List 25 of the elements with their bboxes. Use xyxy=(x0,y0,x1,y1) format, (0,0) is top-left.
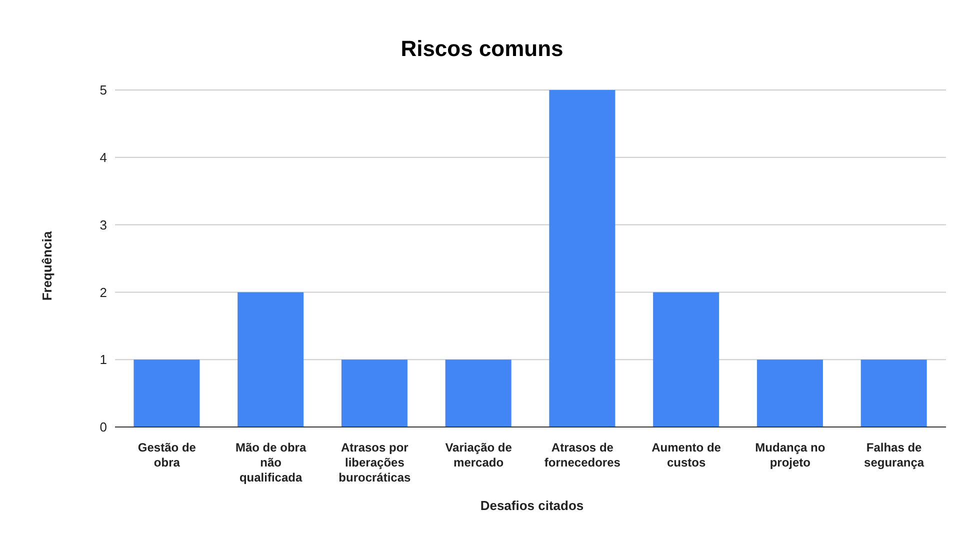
y-tick-label: 2 xyxy=(100,284,107,300)
x-axis-title: Desafios citados xyxy=(479,498,585,513)
x-tick-label: Gestão de obra xyxy=(138,440,196,470)
x-tick-label: Mudança no projeto xyxy=(755,440,826,470)
y-axis-title: Frequência xyxy=(40,231,54,301)
y-tick-label: 4 xyxy=(100,150,107,166)
bar xyxy=(341,360,408,427)
bar xyxy=(653,292,720,427)
bar xyxy=(445,360,512,427)
x-tick-label: Aumento de custos xyxy=(652,440,722,470)
x-tick-label: Atrasos de fornecedores xyxy=(544,440,621,470)
x-tick-label: Atrasos por liberações burocráticas xyxy=(338,440,412,485)
y-tick-label: 3 xyxy=(100,217,107,232)
bar xyxy=(860,360,927,427)
y-tick-label: 5 xyxy=(100,82,107,98)
chart-title: Riscos comuns xyxy=(400,36,564,62)
x-tick-label: Falhas de segurança xyxy=(864,440,924,470)
x-tick-label: Mão de obra não qualificada xyxy=(235,440,306,485)
y-tick-label: 1 xyxy=(100,352,107,368)
y-tick-label: 0 xyxy=(100,420,107,435)
bar xyxy=(549,90,616,427)
bar xyxy=(134,360,200,427)
bar xyxy=(756,360,823,427)
bar xyxy=(238,292,304,427)
x-tick-label: Variação de mercado xyxy=(445,440,512,470)
